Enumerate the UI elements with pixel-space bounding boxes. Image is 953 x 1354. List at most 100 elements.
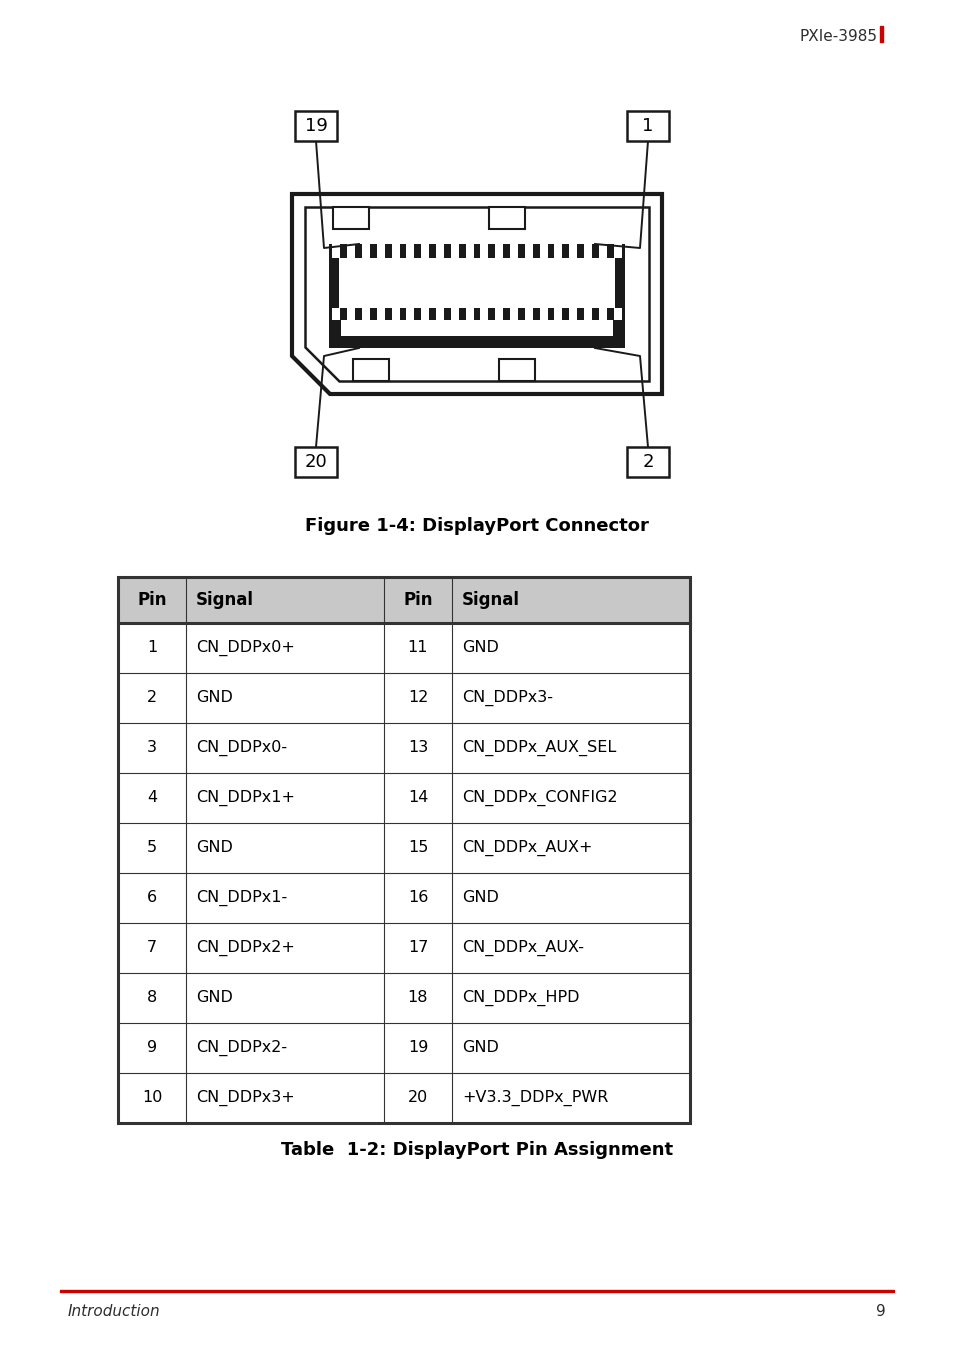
Text: +V3.3_DDPx_PWR: +V3.3_DDPx_PWR xyxy=(461,1090,608,1106)
Bar xyxy=(598,244,606,259)
Text: GND: GND xyxy=(461,891,498,906)
Text: PXIe-3985: PXIe-3985 xyxy=(800,28,877,43)
Text: Pin: Pin xyxy=(403,590,433,609)
Text: 3: 3 xyxy=(147,741,157,756)
Text: 18: 18 xyxy=(407,991,428,1006)
Text: 1: 1 xyxy=(641,116,653,135)
Bar xyxy=(583,244,592,259)
Text: 9: 9 xyxy=(147,1040,157,1056)
Text: 19: 19 xyxy=(407,1040,428,1056)
Text: Table  1-2: DisplayPort Pin Assignment: Table 1-2: DisplayPort Pin Assignment xyxy=(280,1141,673,1159)
Bar xyxy=(626,447,668,477)
Text: 7: 7 xyxy=(147,941,157,956)
Bar xyxy=(60,1289,893,1292)
Text: Figure 1-4: DisplayPort Connector: Figure 1-4: DisplayPort Connector xyxy=(305,517,648,535)
Bar xyxy=(376,244,384,259)
Bar xyxy=(613,320,624,348)
Bar xyxy=(436,307,443,320)
Text: Signal: Signal xyxy=(461,590,519,609)
Text: 20: 20 xyxy=(408,1090,428,1105)
Text: CN_DDPx1-: CN_DDPx1- xyxy=(195,890,287,906)
Bar xyxy=(510,307,517,320)
Text: 20: 20 xyxy=(304,454,327,471)
Bar xyxy=(554,307,562,320)
Text: CN_DDPx_HPD: CN_DDPx_HPD xyxy=(461,990,578,1006)
Bar xyxy=(332,244,340,259)
Bar xyxy=(583,307,592,320)
Bar xyxy=(118,577,689,623)
Bar xyxy=(294,447,336,477)
Text: 6: 6 xyxy=(147,891,157,906)
Text: CN_DDPx0+: CN_DDPx0+ xyxy=(195,640,294,657)
Bar xyxy=(338,259,615,307)
Text: 8: 8 xyxy=(147,991,157,1006)
Text: CN_DDPx3-: CN_DDPx3- xyxy=(461,691,553,705)
Bar xyxy=(524,307,533,320)
Text: GND: GND xyxy=(461,1040,498,1056)
Bar xyxy=(118,923,689,974)
Bar xyxy=(613,307,621,320)
Text: 4: 4 xyxy=(147,791,157,806)
Bar xyxy=(118,623,689,673)
Polygon shape xyxy=(305,207,648,380)
Bar xyxy=(420,244,429,259)
Text: GND: GND xyxy=(195,991,233,1006)
Bar xyxy=(347,307,355,320)
Bar xyxy=(498,359,535,380)
Text: Introduction: Introduction xyxy=(68,1304,160,1319)
Bar xyxy=(510,244,517,259)
Bar xyxy=(569,244,577,259)
Text: 2: 2 xyxy=(641,454,653,471)
Bar xyxy=(118,723,689,773)
Text: 19: 19 xyxy=(304,116,327,135)
Bar xyxy=(118,1072,689,1122)
Bar xyxy=(361,307,370,320)
Text: 1: 1 xyxy=(147,640,157,655)
Bar xyxy=(450,244,458,259)
Text: 16: 16 xyxy=(407,891,428,906)
Text: 9: 9 xyxy=(876,1304,885,1319)
Text: GND: GND xyxy=(461,640,498,655)
Bar xyxy=(613,244,621,259)
Text: 10: 10 xyxy=(142,1090,162,1105)
Bar xyxy=(329,244,340,348)
Bar xyxy=(329,320,340,348)
Bar xyxy=(489,207,524,229)
Text: CN_DDPx2+: CN_DDPx2+ xyxy=(195,940,294,956)
Bar xyxy=(539,244,547,259)
Text: 12: 12 xyxy=(407,691,428,705)
Bar xyxy=(118,974,689,1024)
Bar xyxy=(333,207,369,229)
Bar xyxy=(329,244,624,320)
Bar xyxy=(479,244,488,259)
Text: 5: 5 xyxy=(147,841,157,856)
Text: CN_DDPx_CONFIG2: CN_DDPx_CONFIG2 xyxy=(461,789,617,806)
Bar xyxy=(436,244,443,259)
Bar xyxy=(406,244,414,259)
Text: 11: 11 xyxy=(407,640,428,655)
Bar xyxy=(332,307,340,320)
Bar xyxy=(118,673,689,723)
Bar xyxy=(329,336,624,348)
Text: CN_DDPx_AUX-: CN_DDPx_AUX- xyxy=(461,940,583,956)
Bar xyxy=(391,307,399,320)
Text: GND: GND xyxy=(195,841,233,856)
Bar xyxy=(598,307,606,320)
Text: 15: 15 xyxy=(407,841,428,856)
Bar xyxy=(376,307,384,320)
Bar xyxy=(524,244,533,259)
Text: CN_DDPx2-: CN_DDPx2- xyxy=(195,1040,287,1056)
Bar xyxy=(347,244,355,259)
Text: Pin: Pin xyxy=(137,590,167,609)
Text: 2: 2 xyxy=(147,691,157,705)
Bar xyxy=(554,244,562,259)
Bar xyxy=(118,873,689,923)
Bar xyxy=(118,577,689,1122)
Bar xyxy=(626,111,668,141)
Bar xyxy=(465,244,474,259)
Bar xyxy=(479,307,488,320)
Text: Signal: Signal xyxy=(195,590,253,609)
Bar xyxy=(495,307,503,320)
Bar xyxy=(879,26,882,42)
Text: CN_DDPx0-: CN_DDPx0- xyxy=(195,739,287,756)
